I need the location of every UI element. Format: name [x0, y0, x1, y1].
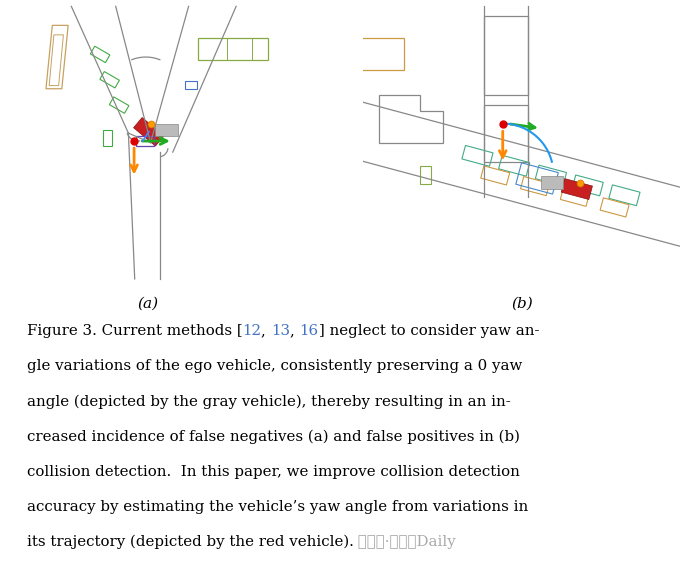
Text: angle (depicted by the gray vehicle), thereby resulting in an in-: angle (depicted by the gray vehicle), th… — [27, 395, 510, 409]
Bar — [156, 125, 177, 136]
Bar — [521, 177, 549, 196]
Text: (a): (a) — [137, 297, 158, 311]
Text: 公众号·自动驾Daily: 公众号·自动驾Daily — [353, 535, 456, 549]
Bar — [516, 163, 558, 194]
Text: gle variations of the ego vehicle, consistently preserving a 0 yaw: gle variations of the ego vehicle, consi… — [27, 359, 522, 373]
Text: (b): (b) — [511, 297, 533, 311]
Bar — [357, 38, 404, 70]
Bar — [133, 118, 164, 146]
Bar — [535, 165, 567, 186]
Text: 16: 16 — [299, 324, 318, 338]
Text: Figure 3. Current methods [: Figure 3. Current methods [ — [27, 324, 242, 338]
Text: ,: , — [290, 324, 299, 338]
Text: ] neglect to consider yaw an-: ] neglect to consider yaw an- — [318, 324, 539, 338]
Text: accuracy by estimating the vehicle’s yaw angle from variations in: accuracy by estimating the vehicle’s yaw… — [27, 500, 528, 514]
Bar — [100, 71, 119, 88]
Text: 12: 12 — [242, 324, 261, 338]
Bar — [600, 198, 629, 217]
Bar — [561, 179, 593, 200]
Bar — [186, 81, 197, 89]
Bar — [103, 130, 112, 146]
Bar — [560, 187, 589, 207]
Bar — [462, 145, 493, 166]
Text: ,: , — [261, 324, 271, 338]
Bar — [481, 166, 510, 185]
Bar — [609, 185, 640, 205]
Text: 13: 13 — [271, 324, 290, 338]
Text: creased incidence of false negatives (a) and false positives in (b): creased incidence of false negatives (a)… — [27, 430, 519, 444]
Bar — [484, 16, 528, 95]
Bar — [541, 176, 563, 189]
Bar — [136, 136, 154, 147]
Text: collision detection.  In this paper, we improve collision detection: collision detection. In this paper, we i… — [27, 465, 519, 479]
Text: its trajectory (depicted by the red vehicle).: its trajectory (depicted by the red vehi… — [27, 535, 353, 550]
Bar — [484, 105, 528, 162]
Bar — [572, 175, 603, 196]
Bar — [110, 97, 129, 113]
Bar — [498, 155, 530, 176]
Bar — [420, 166, 431, 184]
Bar — [198, 38, 268, 60]
Bar — [90, 46, 110, 63]
